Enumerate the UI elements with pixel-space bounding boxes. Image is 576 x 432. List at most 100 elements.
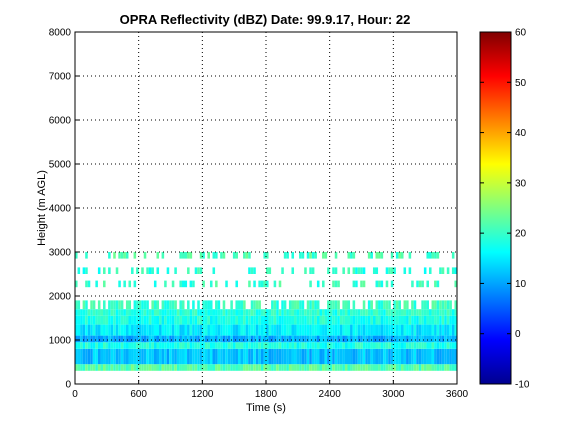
reflectivity-cell <box>360 315 363 325</box>
colorbar-tick-label: 40 <box>515 128 527 139</box>
reflectivity-cell <box>82 300 86 310</box>
reflectivity-cell <box>85 364 88 371</box>
reflectivity-cell <box>365 342 368 349</box>
reflectivity-cell <box>406 315 409 325</box>
reflectivity-cell <box>418 335 422 343</box>
reflectivity-cell <box>123 309 126 316</box>
reflectivity-cell <box>385 324 389 336</box>
reflectivity-cell <box>100 335 104 343</box>
reflectivity-cell <box>217 335 221 343</box>
reflectivity-cell <box>156 300 160 310</box>
reflectivity-cell <box>100 309 104 316</box>
reflectivity-cell <box>197 342 200 349</box>
reflectivity-cell <box>350 342 353 349</box>
reflectivity-cell <box>260 335 264 343</box>
reflectivity-cell <box>451 364 455 371</box>
reflectivity-cell <box>156 309 160 316</box>
reflectivity-cell <box>360 342 363 349</box>
reflectivity-cell <box>176 335 180 343</box>
reflectivity-cell <box>209 280 213 288</box>
reflectivity-cell <box>133 348 137 365</box>
reflectivity-cell <box>306 315 310 325</box>
reflectivity-cell <box>434 300 437 310</box>
reflectivity-cell <box>174 300 177 310</box>
reflectivity-cell <box>110 309 114 316</box>
reflectivity-cell <box>202 309 205 316</box>
reflectivity-cell <box>235 324 238 336</box>
reflectivity-cell <box>217 342 221 349</box>
reflectivity-cell <box>235 280 238 288</box>
reflectivity-cell <box>222 324 226 336</box>
reflectivity-cell <box>350 324 353 336</box>
reflectivity-cell <box>105 342 109 349</box>
reflectivity-cell <box>370 348 373 365</box>
reflectivity-cell <box>263 252 266 259</box>
reflectivity-cell <box>309 300 312 310</box>
reflectivity-cell <box>446 300 450 310</box>
reflectivity-cell <box>426 335 429 343</box>
reflectivity-cell <box>294 300 297 310</box>
reflectivity-cell <box>258 342 261 349</box>
reflectivity-cell <box>362 348 366 365</box>
reflectivity-cell <box>143 364 147 371</box>
reflectivity-cell <box>276 324 279 336</box>
reflectivity-cell <box>222 309 226 316</box>
reflectivity-cell <box>258 324 261 336</box>
reflectivity-cell <box>92 348 96 365</box>
reflectivity-cell <box>143 315 147 325</box>
reflectivity-cell <box>304 324 307 336</box>
reflectivity-cell <box>446 364 450 371</box>
reflectivity-cell <box>266 309 269 316</box>
reflectivity-cell <box>378 309 381 316</box>
reflectivity-cell <box>146 364 149 371</box>
reflectivity-cell <box>322 324 325 336</box>
reflectivity-cell <box>451 309 455 316</box>
reflectivity-cell <box>421 348 424 365</box>
reflectivity-cell <box>97 335 101 343</box>
reflectivity-cell <box>85 315 88 325</box>
reflectivity-cell <box>360 309 363 316</box>
colorbar-tick-label: 20 <box>515 229 527 240</box>
reflectivity-cell <box>85 324 88 336</box>
reflectivity-cell <box>311 348 315 365</box>
reflectivity-cell <box>278 335 282 343</box>
reflectivity-cell <box>436 335 440 343</box>
reflectivity-cell <box>115 267 119 274</box>
reflectivity-cell <box>342 335 345 343</box>
reflectivity-cell <box>105 348 109 365</box>
reflectivity-cell <box>199 309 203 316</box>
reflectivity-cell <box>164 315 167 325</box>
reflectivity-cell <box>187 364 190 371</box>
reflectivity-cell <box>90 324 93 336</box>
reflectivity-cell <box>439 324 442 336</box>
reflectivity-cell <box>118 324 121 336</box>
reflectivity-cell <box>431 300 435 310</box>
reflectivity-cell <box>441 300 445 310</box>
reflectivity-cell <box>296 315 300 325</box>
reflectivity-cell <box>166 309 170 316</box>
reflectivity-cell <box>171 280 175 288</box>
reflectivity-cell <box>87 280 91 288</box>
reflectivity-cell <box>383 309 386 316</box>
reflectivity-cell <box>332 309 335 316</box>
reflectivity-cell <box>439 348 442 365</box>
reflectivity-cell <box>380 324 384 336</box>
reflectivity-cell <box>220 324 223 336</box>
reflectivity-cell <box>339 324 343 336</box>
reflectivity-cell <box>451 348 455 365</box>
reflectivity-cell <box>90 364 93 371</box>
reflectivity-cell <box>378 252 381 259</box>
reflectivity-cell <box>232 324 236 336</box>
reflectivity-cell <box>87 309 91 316</box>
reflectivity-cell <box>164 364 167 371</box>
reflectivity-cell <box>237 364 241 371</box>
reflectivity-cell <box>194 315 198 325</box>
reflectivity-cell <box>164 342 167 349</box>
reflectivity-cell <box>215 335 218 343</box>
reflectivity-cell <box>103 300 106 310</box>
reflectivity-cell <box>189 348 193 365</box>
reflectivity-cell <box>286 252 289 259</box>
reflectivity-cell <box>80 324 83 336</box>
reflectivity-cell <box>418 348 422 365</box>
reflectivity-cell <box>403 348 407 365</box>
